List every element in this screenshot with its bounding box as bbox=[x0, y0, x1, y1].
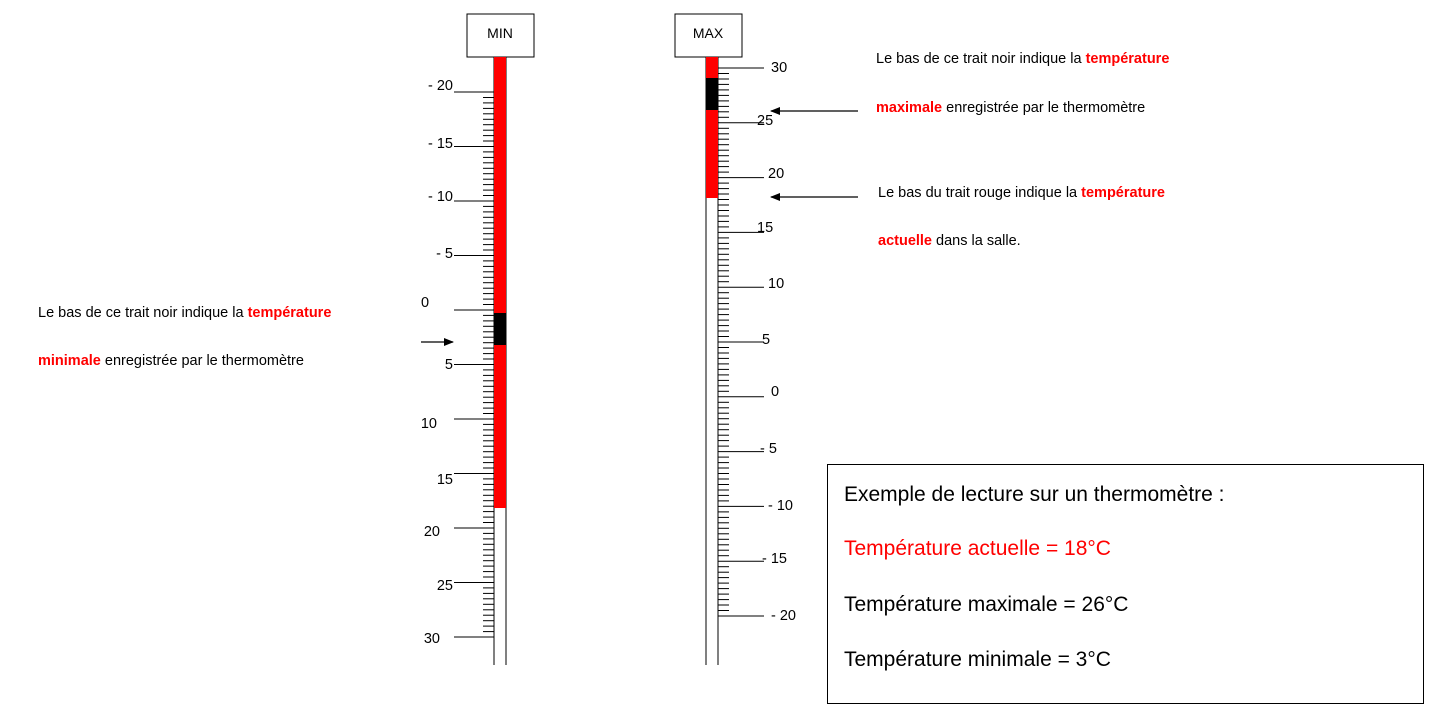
min-header: MIN bbox=[466, 13, 535, 58]
min-scale-label: 15 bbox=[437, 472, 453, 488]
min-header-label: MIN bbox=[487, 25, 513, 41]
max-marker bbox=[706, 78, 718, 110]
note-text: dans la salle. bbox=[932, 233, 1021, 249]
min-marker bbox=[494, 313, 506, 345]
min-scale-label: - 15 bbox=[428, 136, 453, 152]
note-text: enregistrée par le thermomètre bbox=[942, 100, 1146, 116]
note-highlight: actuelle bbox=[878, 233, 932, 249]
note-highlight: maximale bbox=[876, 100, 943, 116]
example-title: Exemple de lecture sur un thermomètre : bbox=[844, 483, 1225, 506]
max-scale-ticks bbox=[718, 67, 764, 617]
note-text: Le bas de ce trait noir indique la bbox=[38, 305, 248, 321]
example-min-temp: Température minimale = 3°C bbox=[844, 648, 1111, 671]
max-scale-label: 5 bbox=[762, 332, 770, 348]
max-header-label: MAX bbox=[693, 25, 724, 41]
max-scale-labels: 30 25 20 15 10 5 0 - 5 - 10 - 15 - 20 bbox=[757, 60, 796, 624]
min-scale-label: - 20 bbox=[428, 78, 453, 94]
note-highlight: température bbox=[1081, 185, 1165, 201]
note-highlight: minimale bbox=[38, 353, 101, 369]
max-scale-label: 15 bbox=[757, 220, 773, 236]
min-marker-note-line2: minimale enregistrée par le thermomètre bbox=[38, 352, 304, 370]
note-highlight: température bbox=[1085, 51, 1170, 67]
example-reading-box: Exemple de lecture sur un thermomètre : … bbox=[827, 464, 1424, 704]
min-tube bbox=[493, 57, 507, 665]
max-scale-label: 30 bbox=[771, 60, 787, 76]
max-tube bbox=[705, 57, 719, 665]
example-current-temp: Température actuelle = 18°C bbox=[844, 537, 1111, 560]
note-text: Le bas de ce trait noir indique la bbox=[876, 51, 1086, 67]
min-scale-label: - 10 bbox=[428, 189, 453, 205]
max-marker-note-line2: maximale enregistrée par le thermomètre bbox=[876, 99, 1145, 117]
note-text: enregistrée par le thermomètre bbox=[100, 353, 304, 369]
max-scale-label: 25 bbox=[757, 113, 773, 129]
min-scale-label: 30 bbox=[424, 631, 440, 647]
min-scale-label: 0 bbox=[421, 295, 429, 311]
max-marker-note: Le bas de ce trait noir indique la tempé… bbox=[876, 50, 1169, 68]
min-marker-note: Le bas de ce trait noir indique la tempé… bbox=[38, 304, 331, 322]
current-temp-note-line2: actuelle dans la salle. bbox=[878, 232, 1021, 250]
min-scale-labels: - 20 - 15 - 10 - 5 0 5 10 15 20 25 30 bbox=[421, 78, 453, 647]
max-scale-label: 20 bbox=[768, 166, 784, 182]
note-text: Le bas du trait rouge indique la bbox=[878, 185, 1082, 201]
max-scale-label: - 10 bbox=[768, 498, 793, 514]
current-temp-note: Le bas du trait rouge indique la tempéra… bbox=[878, 184, 1165, 202]
max-scale-label: - 5 bbox=[760, 441, 777, 457]
min-mercury-column bbox=[494, 57, 506, 508]
max-scale-label: - 20 bbox=[771, 608, 796, 624]
min-scale-label: 5 bbox=[445, 357, 453, 373]
max-scale-label: 10 bbox=[768, 276, 784, 292]
min-scale-label: 20 bbox=[424, 524, 440, 540]
max-scale-label: - 15 bbox=[762, 551, 787, 567]
min-scale-label: 25 bbox=[437, 578, 453, 594]
min-scale-ticks bbox=[454, 91, 494, 638]
min-scale-label: 10 bbox=[421, 416, 437, 432]
min-scale-label: - 5 bbox=[436, 246, 453, 262]
example-max-temp: Température maximale = 26°C bbox=[844, 593, 1129, 616]
max-header: MAX bbox=[674, 13, 743, 58]
max-scale-label: 0 bbox=[771, 384, 779, 400]
note-highlight: température bbox=[247, 305, 332, 321]
